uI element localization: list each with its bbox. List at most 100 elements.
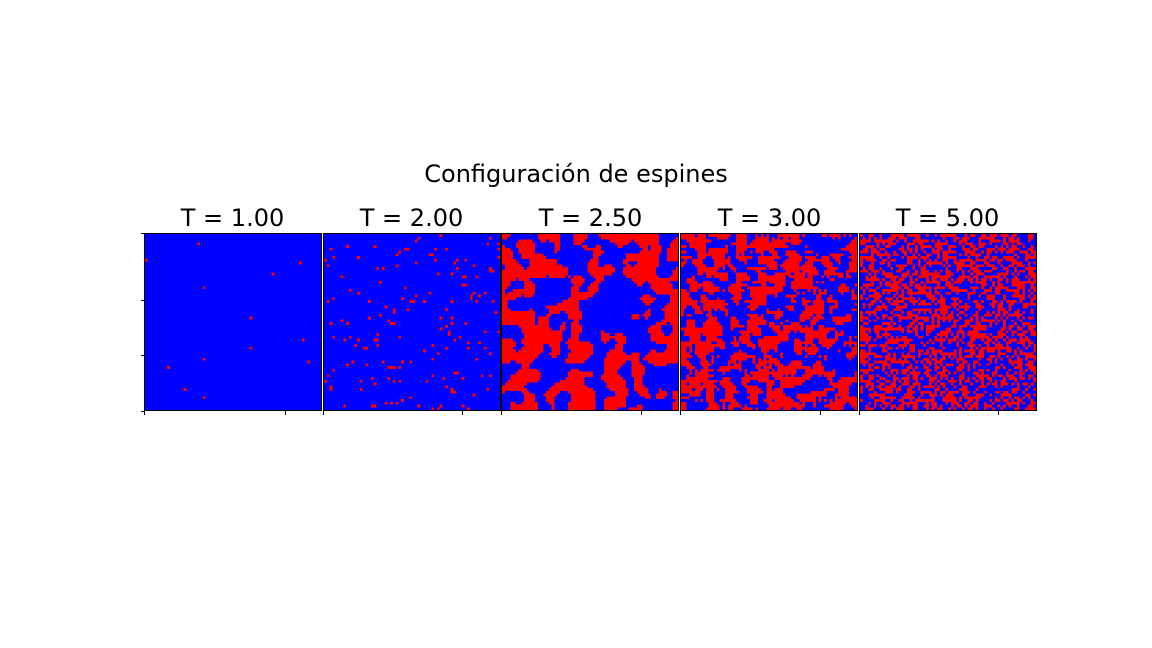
- spin-up-cell: [524, 382, 527, 386]
- spin-up-cell: [851, 355, 855, 358]
- spin-up-cell: [510, 291, 513, 295]
- spin-up-cell: [777, 341, 780, 344]
- spin-up-cell: [851, 289, 855, 292]
- spin-up-cell: [848, 344, 852, 347]
- spin-up-cell: [502, 322, 505, 325]
- spin-up-cell: [535, 272, 538, 276]
- spin-up-cell: [540, 346, 544, 350]
- spin-up-cell: [373, 245, 377, 248]
- spin-up-cell: [504, 313, 508, 317]
- spin-up-cell: [658, 357, 662, 361]
- spin-up-cell: [813, 371, 816, 375]
- spin-up-cell: [1011, 245, 1014, 248]
- spin-up-cell: [587, 267, 590, 270]
- spin-up-cell: [570, 313, 574, 317]
- spin-up-cell: [529, 245, 533, 248]
- spin-up-cell: [689, 346, 692, 350]
- spin-up-cell: [502, 311, 505, 314]
- spin-up-cell: [802, 399, 805, 402]
- spin-up-cell: [799, 327, 802, 331]
- spin-up-cell: [1030, 280, 1034, 284]
- spin-up-cell: [570, 346, 574, 350]
- spin-up-cell: [725, 302, 728, 306]
- spin-up-cell: [576, 300, 579, 303]
- spin-up-cell: [774, 280, 778, 284]
- spin-up-cell: [502, 256, 505, 259]
- spin-up-cell: [681, 313, 684, 317]
- spin-up-cell: [818, 363, 822, 366]
- spin-up-cell: [796, 324, 800, 328]
- spin-up-cell: [669, 300, 673, 303]
- spin-up-cell: [507, 261, 511, 265]
- spin-up-cell: [573, 388, 577, 391]
- spin-up-cell: [994, 245, 998, 248]
- spin-up-cell: [681, 294, 684, 298]
- spin-up-cell: [939, 261, 943, 265]
- spin-up-cell: [992, 267, 995, 270]
- spin-up-cell: [529, 253, 533, 256]
- spin-up-cell: [686, 236, 690, 240]
- spin-up-cell: [763, 258, 767, 262]
- spin-up-cell: [513, 261, 516, 265]
- spin-up-cell: [749, 390, 753, 394]
- spin-up-cell: [620, 242, 623, 245]
- spin-up-cell: [793, 261, 797, 265]
- spin-up-cell: [694, 388, 698, 391]
- spin-up-cell: [579, 236, 582, 240]
- spin-up-cell: [871, 250, 874, 254]
- spin-up-cell: [650, 264, 654, 267]
- spin-up-cell: [771, 327, 775, 331]
- spin-up-cell: [672, 239, 676, 243]
- spin-up-cell: [576, 313, 579, 317]
- spin-up-cell: [777, 404, 780, 408]
- spin-up-cell: [810, 327, 813, 331]
- spin-up-cell: [672, 311, 676, 314]
- spin-up-cell: [738, 272, 742, 276]
- spin-up-cell: [703, 385, 706, 388]
- spin-up-cell: [705, 363, 709, 366]
- spin-up-cell: [581, 352, 585, 355]
- spin-up-cell: [882, 247, 885, 251]
- spin-up-cell: [521, 385, 524, 388]
- spin-up-cell: [810, 280, 813, 284]
- spin-up-cell: [733, 297, 736, 300]
- spin-up-cell: [672, 407, 676, 410]
- spin-up-cell: [763, 291, 767, 295]
- spin-up-cell: [617, 357, 621, 361]
- spin-up-cell: [667, 346, 670, 350]
- spin-up-cell: [978, 236, 981, 240]
- spin-up-cell: [631, 258, 634, 262]
- spin-up-cell: [513, 316, 516, 320]
- spin-up-cell: [893, 283, 896, 287]
- spin-up-cell: [612, 267, 615, 270]
- spin-up-cell: [807, 283, 811, 287]
- spin-up-cell: [796, 363, 800, 366]
- spin-up-cell: [526, 324, 530, 328]
- spin-up-cell: [672, 258, 676, 262]
- spin-up-cell: [681, 363, 684, 366]
- spin-up-cell: [524, 283, 527, 287]
- spin-up-cell: [606, 379, 610, 383]
- spin-up-cell: [570, 324, 574, 328]
- spin-up-cell: [700, 360, 703, 364]
- spin-up-cell: [642, 269, 645, 273]
- spin-up-cell: [796, 393, 800, 397]
- spin-up-cell: [744, 374, 747, 377]
- spin-up-cell: [771, 368, 775, 372]
- spin-up-cell: [934, 269, 937, 273]
- spin-up-cell: [603, 404, 607, 408]
- spin-up-cell: [526, 371, 530, 375]
- spin-up-cell: [815, 363, 819, 366]
- spin-up-cell: [837, 401, 841, 405]
- spin-up-cell: [521, 239, 524, 243]
- spin-up-cell: [799, 275, 802, 278]
- spin-up-cell: [576, 368, 579, 372]
- spin-up-cell: [796, 242, 800, 245]
- spin-up-cell: [653, 269, 656, 273]
- spin-up-cell: [697, 311, 701, 314]
- spin-up-cell: [978, 269, 981, 273]
- spin-up-cell: [694, 300, 698, 303]
- spin-up-cell: [529, 275, 533, 278]
- spin-up-cell: [895, 234, 899, 237]
- spin-up-cell: [543, 261, 546, 265]
